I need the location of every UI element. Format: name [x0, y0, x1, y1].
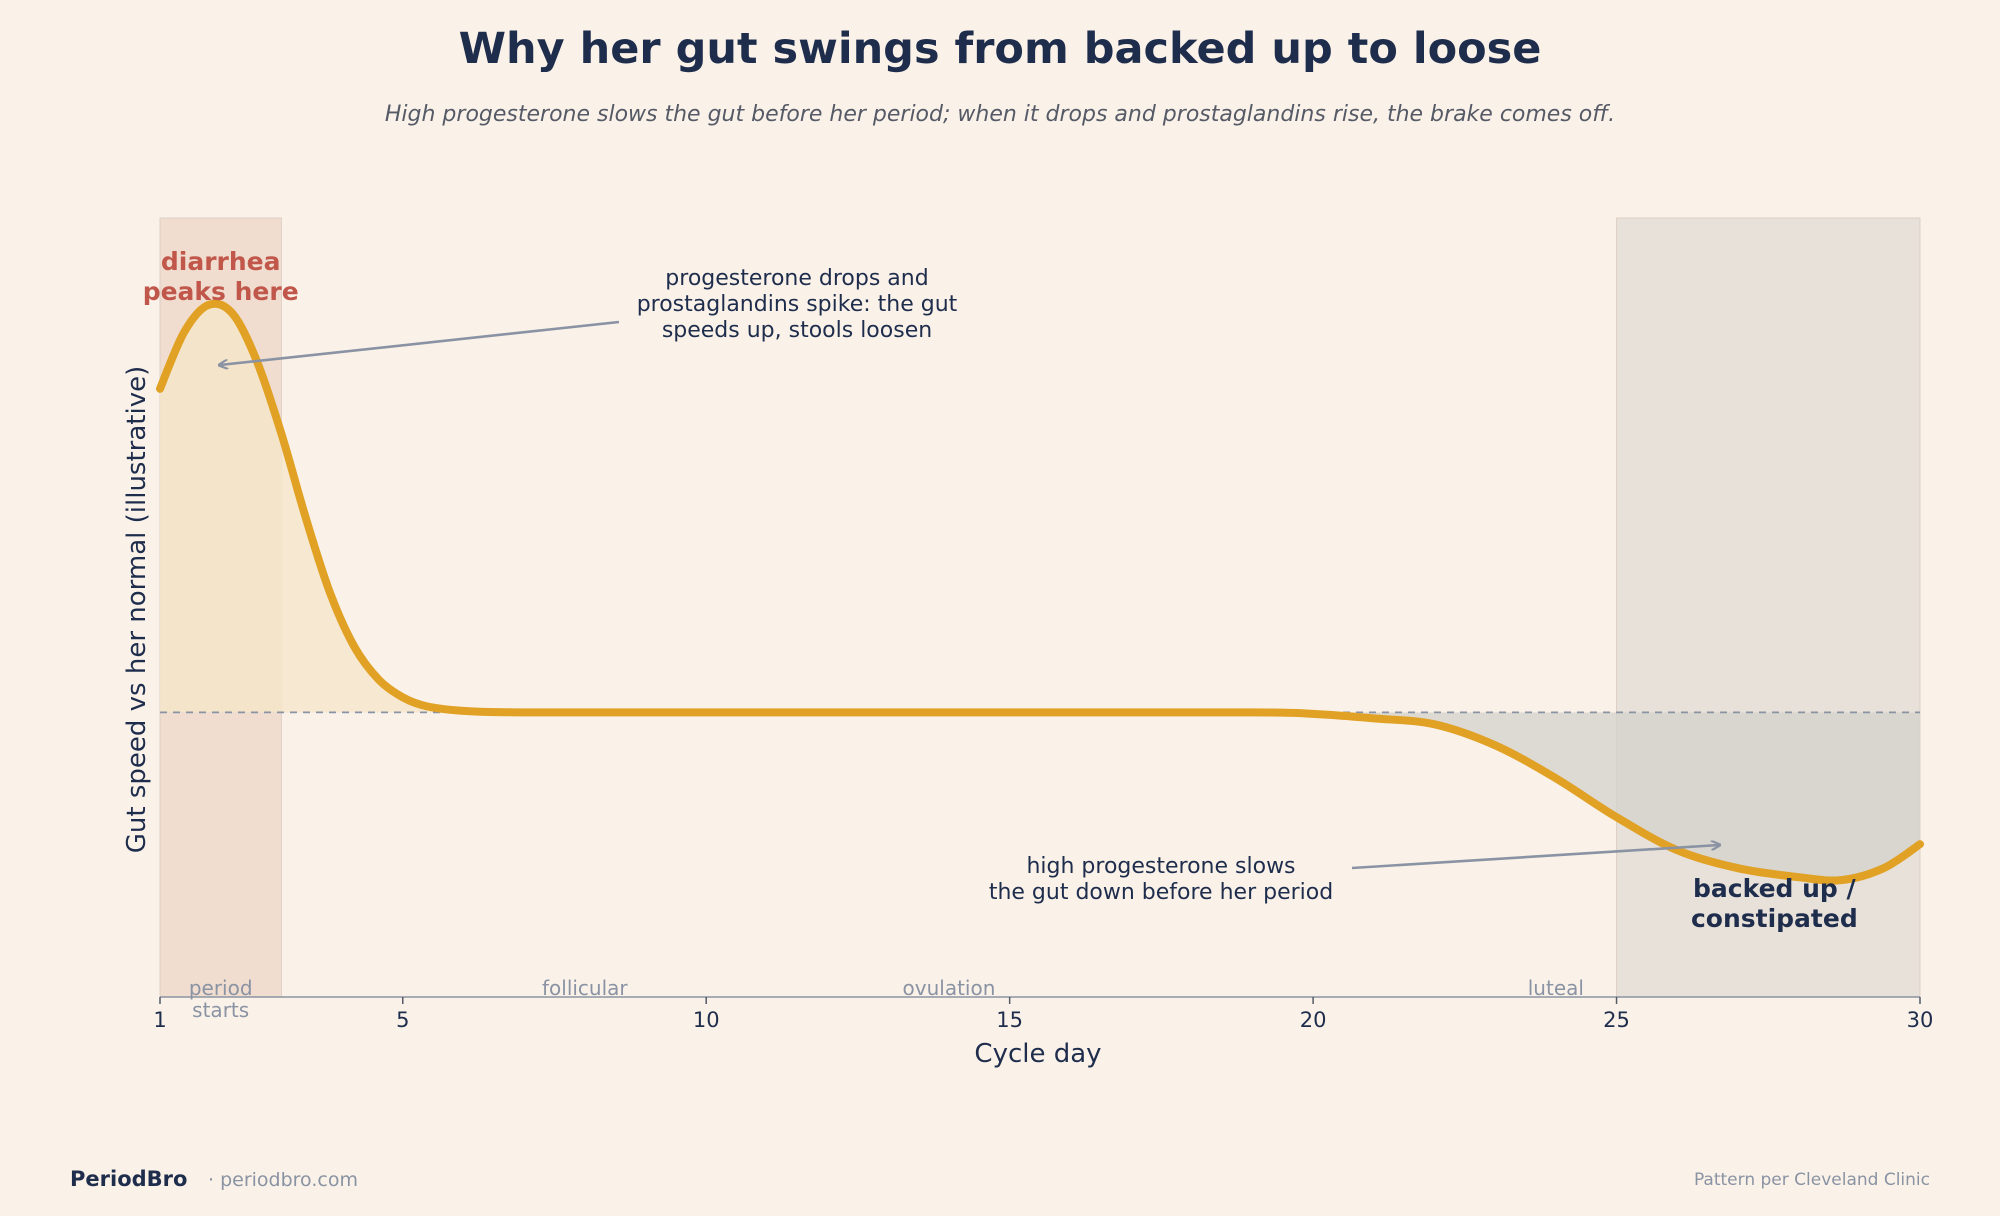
gut-speed-curve: [156, 299, 1924, 885]
chart-subtitle: High progesterone slows the gut before h…: [384, 102, 1616, 127]
x-tick-label: 15: [996, 1008, 1023, 1032]
x-axis-label: Cycle day: [974, 1039, 1101, 1069]
arrow-to-peak: [220, 320, 620, 365]
footer-site: · periodbro.com: [208, 1169, 358, 1191]
chart-title: Why her gut swings from backed up to loo…: [458, 24, 1542, 74]
footer-source: Pattern per Cleveland Clinic: [1693, 1170, 1930, 1190]
area-above-normal: [160, 303, 1920, 713]
phase-label: ovulation: [903, 976, 996, 1000]
constipated-label: backed up / constipated: [1691, 874, 1858, 933]
progesterone-slow-note: high progesterone slows the gut down befo…: [989, 854, 1333, 905]
x-tick-label: 20: [1300, 1008, 1327, 1032]
phase-label: luteal: [1528, 976, 1584, 1000]
x-tick-label: 10: [693, 1008, 720, 1032]
arrow-to-trough: [1351, 845, 1719, 870]
footer-brand: PeriodBro: [70, 1167, 188, 1191]
x-tick-label: 5: [396, 1008, 409, 1032]
phase-label: period starts: [189, 976, 253, 1022]
phase-label: follicular: [542, 976, 628, 1000]
y-axis-label: Gut speed vs her normal (illustrative): [122, 366, 152, 854]
x-tick-label: 25: [1603, 1008, 1630, 1032]
progesterone-drop-note: progesterone drops and prostaglandins spi…: [637, 266, 958, 343]
area-below-normal: [519, 712, 1920, 881]
diarrhea-peak-label: diarrhea peaks here: [143, 247, 299, 306]
x-tick-label: 30: [1907, 1008, 1934, 1032]
x-tick-label: 1: [153, 1008, 166, 1032]
